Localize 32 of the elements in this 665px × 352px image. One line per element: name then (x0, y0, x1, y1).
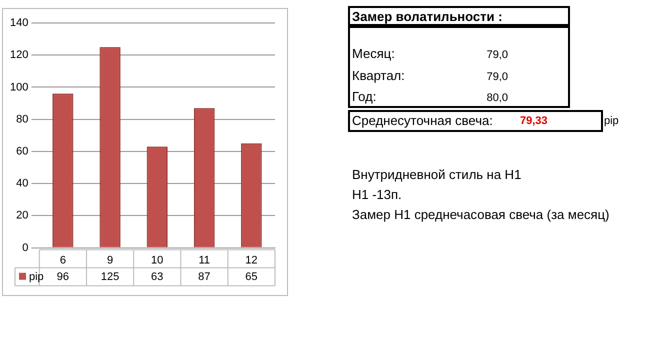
data-label: 125 (100, 270, 120, 283)
y-tick-label: 40 (16, 178, 28, 190)
data-label: 65 (245, 270, 258, 283)
data-label: 63 (151, 270, 164, 283)
y-tick-label: 80 (16, 113, 28, 126)
y-tick-label: 60 (16, 145, 28, 158)
text: H1 -13п. (352, 187, 402, 202)
text: Внутридневной стиль на H1 (352, 167, 522, 182)
data-label: 96 (56, 270, 70, 283)
text: Квартал: (352, 68, 405, 83)
x-tick-label: 10 (151, 254, 164, 266)
text: 79,0 (486, 49, 508, 61)
text: 80,0 (486, 92, 508, 104)
text: 79,33 (520, 115, 548, 127)
data-label: 87 (198, 270, 210, 283)
text: Замер волатильности : (352, 9, 502, 24)
text: 79,0 (486, 71, 508, 83)
text: Замер H1 среднечасовая свеча (за месяц) (352, 207, 610, 222)
x-tick-label: 6 (60, 254, 66, 266)
text: Месяц: (352, 46, 395, 61)
legend-label: pip (29, 270, 44, 283)
y-tick-label: 0 (22, 242, 28, 254)
y-tick-label: 100 (10, 81, 28, 94)
y-tick-label: 140 (10, 17, 28, 30)
text: pip (604, 115, 619, 127)
y-tick-label: 120 (10, 49, 28, 62)
text: Год: (352, 89, 376, 104)
x-tick-label: 11 (198, 254, 210, 266)
text: Среднесуточная свеча: (352, 113, 493, 128)
y-tick-label: 20 (16, 210, 28, 222)
x-tick-label: 12 (245, 254, 258, 266)
x-tick-label: 9 (106, 254, 114, 266)
